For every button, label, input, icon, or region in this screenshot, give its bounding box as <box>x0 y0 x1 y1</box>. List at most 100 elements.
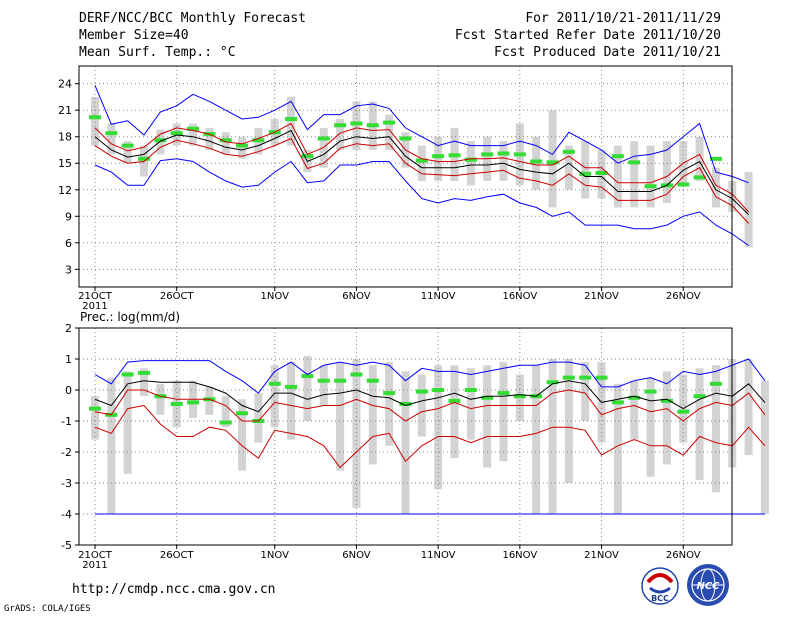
series-line-p10 <box>94 137 749 224</box>
median-mark <box>464 157 477 162</box>
median-mark <box>448 153 461 158</box>
median-mark <box>89 406 101 411</box>
spread-box <box>548 110 557 208</box>
median-mark <box>562 375 575 380</box>
median-mark <box>383 120 396 125</box>
median-mark <box>709 381 722 386</box>
y-tick-label: 24 <box>58 78 72 91</box>
median-mark <box>432 388 445 392</box>
chart-title: DERF/NCC/BCC Monthly Forecast <box>79 11 306 26</box>
median-mark <box>644 184 657 189</box>
median-mark <box>513 394 526 399</box>
spread-box <box>548 359 557 514</box>
x-tick-label: 6NOV <box>342 291 371 302</box>
spread-box <box>695 136 704 181</box>
x-tick-label: 16NOV <box>502 291 537 302</box>
median-mark <box>187 400 200 405</box>
median-mark <box>89 115 101 120</box>
spread-box <box>385 114 394 150</box>
spread-box <box>483 365 492 468</box>
spread-box <box>417 145 426 181</box>
median-mark <box>219 138 232 143</box>
median-mark <box>481 152 494 157</box>
median-mark <box>170 131 183 136</box>
median-mark <box>677 409 690 414</box>
y-tick-label: -5 <box>61 539 72 552</box>
spread-box <box>646 145 655 208</box>
spread-box <box>744 172 753 248</box>
bcc-logo-swirl <box>646 573 674 584</box>
median-mark <box>383 391 396 396</box>
y-tick-label: -3 <box>61 477 72 490</box>
y-tick-label: 15 <box>58 157 72 170</box>
median-mark <box>138 156 151 161</box>
spread-box <box>646 377 655 477</box>
spread-box <box>564 145 573 190</box>
bcc-logo-text: BCC <box>651 594 669 603</box>
y-tick-label: 12 <box>58 184 72 197</box>
ncc-logo-text: NCC <box>696 581 720 592</box>
median-mark <box>432 154 445 159</box>
spread-box <box>662 371 671 465</box>
spread-box <box>385 362 394 446</box>
spread-box <box>532 365 541 514</box>
y-tick-label: -4 <box>61 508 72 521</box>
x-tick-label: 21OCT <box>78 550 113 561</box>
median-mark <box>562 149 575 154</box>
grads-credit: GrADS: COLA/IGES <box>4 604 91 614</box>
median-mark <box>660 398 673 403</box>
spread-box <box>466 368 475 440</box>
series-line-max <box>94 358 766 394</box>
x-tick-sublabel: 2011 <box>82 560 107 571</box>
x-tick-label: 26OCT <box>160 550 195 561</box>
median-mark <box>366 123 379 128</box>
median-mark <box>252 138 265 143</box>
spread-box <box>564 359 573 483</box>
x-tick-label: 21OCT <box>78 291 113 302</box>
x-tick-label: 26OCT <box>160 291 195 302</box>
plot-frame <box>78 65 733 288</box>
median-mark <box>236 143 249 148</box>
y-tick-label: 6 <box>65 237 72 250</box>
x-tick-label: 21NOV <box>584 291 619 302</box>
median-mark <box>415 158 428 163</box>
median-mark <box>595 375 608 380</box>
median-mark <box>579 171 592 176</box>
median-mark <box>415 389 428 394</box>
site-url[interactable]: http://cmdp.ncc.cma.gov.cn <box>72 582 276 597</box>
series-line-p_lower <box>94 404 766 469</box>
median-mark <box>366 378 379 383</box>
spread-box <box>336 119 345 150</box>
spread-box <box>499 362 508 462</box>
median-mark <box>170 401 183 406</box>
median-mark <box>611 154 624 159</box>
header-left: DERF/NCC/BCC Monthly Forecast Member Size… <box>79 10 306 61</box>
spread-box <box>662 141 671 204</box>
bcc-logo-wave <box>649 586 671 594</box>
spread-box <box>123 371 132 474</box>
produced-date: Fcst Produced Date 2011/10/21 <box>494 45 721 60</box>
median-mark <box>546 380 559 385</box>
spread-box <box>303 355 312 421</box>
y-tick-label: 0 <box>65 384 72 397</box>
median-mark <box>285 384 298 389</box>
spread-box <box>319 365 328 406</box>
spread-box <box>107 123 116 155</box>
median-mark <box>105 131 118 136</box>
median-mark <box>187 126 200 131</box>
median-mark <box>628 395 641 400</box>
median-mark <box>546 160 559 165</box>
spread-box <box>189 123 198 146</box>
spread-box <box>287 362 296 440</box>
x-tick-label: 11NOV <box>421 291 456 302</box>
spread-box <box>238 399 247 471</box>
spread-box <box>254 393 263 443</box>
spread-box <box>238 136 247 159</box>
y-tick-label: 9 <box>65 210 72 223</box>
median-mark <box>317 378 330 383</box>
median-mark <box>219 420 232 425</box>
started-refer-date: Fcst Started Refer Date 2011/10/20 <box>454 28 721 43</box>
median-mark <box>709 156 722 161</box>
median-mark <box>399 401 412 406</box>
series-line-p_upper <box>94 389 766 422</box>
